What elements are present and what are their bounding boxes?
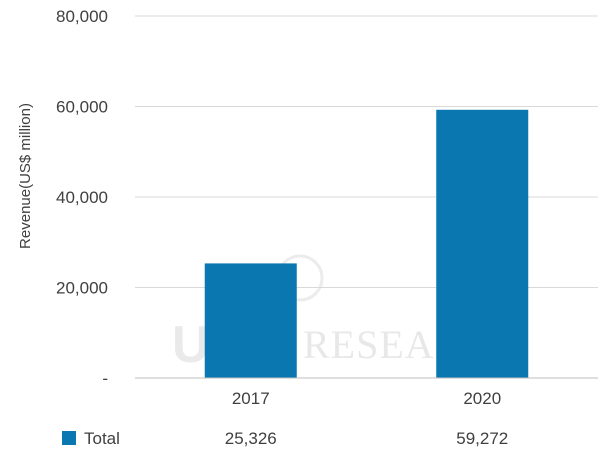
y-tick-label: 20,000 bbox=[56, 279, 108, 298]
data-table-row-label: Total bbox=[84, 429, 120, 448]
y-tick-label: 80,000 bbox=[56, 7, 108, 26]
x-tick-label: 2017 bbox=[232, 389, 270, 408]
x-tick-label: 2020 bbox=[463, 389, 501, 408]
y-tick-label: - bbox=[102, 369, 108, 388]
data-table: Total 25,326 59,272 bbox=[62, 429, 508, 448]
y-tick-label: 60,000 bbox=[56, 98, 108, 117]
y-tick-label: 40,000 bbox=[56, 188, 108, 207]
gridlines bbox=[135, 15, 598, 288]
y-axis-label: Revenue(US$ million) bbox=[17, 103, 34, 249]
y-axis-tick-labels: - 20,000 40,000 60,000 80,000 bbox=[56, 7, 108, 388]
data-table-value: 25,326 bbox=[225, 429, 277, 448]
x-axis-tick-labels: 2017 2020 bbox=[232, 389, 501, 408]
bar-2017 bbox=[204, 263, 297, 378]
data-table-value: 59,272 bbox=[456, 429, 508, 448]
legend-key-total bbox=[62, 431, 76, 445]
bars bbox=[204, 109, 529, 379]
bar-2020 bbox=[436, 109, 529, 379]
